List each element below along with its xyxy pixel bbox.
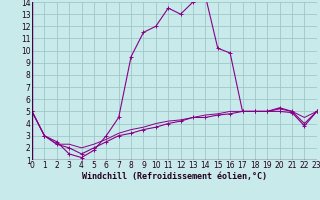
X-axis label: Windchill (Refroidissement éolien,°C): Windchill (Refroidissement éolien,°C) (82, 172, 267, 181)
